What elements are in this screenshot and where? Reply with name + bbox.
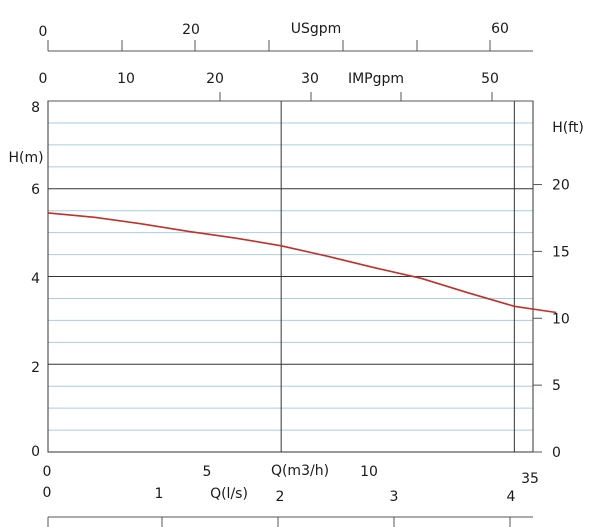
q-ls-tick-label: 4 (507, 489, 516, 505)
impgpm-tick-label: 50 (481, 71, 499, 87)
curve-layer (47, 212, 557, 314)
h-m-tick-label: 6 (31, 182, 40, 198)
q-m3h-tick-label: 0 (43, 464, 52, 480)
q-ls-tick-label: 1 (155, 486, 164, 502)
h-m-tick-label: 0 (31, 444, 40, 460)
q-ls-axis-label: Q(l/s) (210, 486, 248, 502)
q-m3h-tick-label: 10 (360, 464, 378, 480)
usgpm-tick-label: 20 (182, 22, 200, 38)
h-m-tick-label: 2 (31, 360, 40, 376)
usgpm-axis-label: USgpm (291, 21, 342, 37)
h-ft-tick-label: 15 (552, 244, 570, 260)
q-m3h-axis-label: Q(m3/h) (271, 463, 329, 479)
h-ft-tick-label: 20 (552, 178, 570, 194)
impgpm-axis-label: IMPgpm (348, 71, 404, 87)
q-ls-tick-label: 0 (43, 485, 52, 501)
impgpm-tick-label: 0 (39, 71, 48, 87)
h-ft-tick-label: 10 (552, 311, 570, 327)
impgpm-tick-label: 30 (301, 71, 319, 87)
impgpm-tick-label: 20 (206, 71, 224, 87)
h-m-tick-label: 4 (31, 271, 40, 287)
h-ft-axis-label: H(ft) (552, 120, 584, 136)
impgpm-tick-label: 10 (117, 71, 135, 87)
h-m-tick-label: 8 (31, 100, 40, 116)
q-m3h-extra-label: 35 (521, 471, 539, 487)
usgpm-tick-label: 60 (491, 21, 509, 37)
grid-layer (47, 100, 534, 453)
axes-layer (47, 40, 542, 527)
q-ls-tick-label: 3 (390, 489, 399, 505)
usgpm-tick-label: 0 (39, 24, 48, 40)
h-ft-tick-label: 0 (552, 445, 561, 461)
h-ft-tick-label: 5 (552, 378, 561, 394)
h-m-axis-label: H(m) (8, 150, 43, 166)
q-m3h-tick-label: 5 (203, 464, 212, 480)
pump-performance-curve (47, 212, 557, 314)
q-ls-tick-label: 2 (276, 489, 285, 505)
